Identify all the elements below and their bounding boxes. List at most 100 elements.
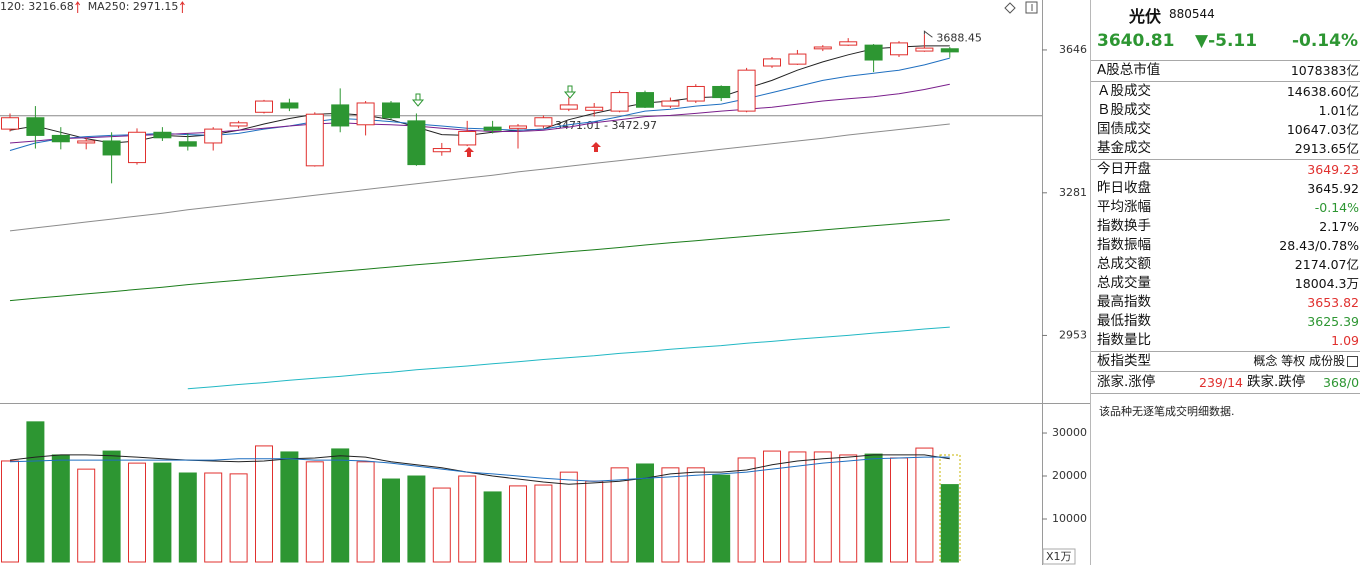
index-type-value[interactable]: 概念 等权 成份股 [1253, 354, 1345, 368]
row-value: 239/14 [1199, 375, 1243, 390]
row-label: 板指类型 [1097, 353, 1151, 369]
volume-bar [407, 475, 426, 563]
row-value: 10647.03亿 [1286, 122, 1359, 137]
candle-body [305, 113, 324, 167]
sell-signal [411, 93, 425, 107]
volume-bar [686, 467, 705, 563]
candle-body [559, 104, 578, 110]
row-label: 跌家.跌停 [1247, 374, 1306, 390]
candle-body [51, 134, 70, 143]
candle-body [356, 102, 375, 126]
info-row: 国债成交 10647.03亿 [1091, 120, 1360, 139]
volume-bar [839, 454, 858, 563]
candle-body [255, 100, 273, 113]
volume-bar [813, 451, 832, 563]
reference-label: 3471.01 - 3472.97 [555, 119, 657, 132]
volume-bar [229, 473, 248, 563]
unit-box [1042, 548, 1076, 565]
row-label: 指数振幅 [1097, 237, 1151, 253]
y-tick-label: 3281 [1059, 186, 1087, 199]
last-price: 3640.81 [1097, 31, 1175, 51]
volume-bar [890, 457, 908, 563]
buy-signal [591, 142, 601, 152]
row-value: 1.01亿 [1318, 103, 1359, 118]
volume-bar [128, 462, 146, 563]
candle-body [483, 126, 502, 131]
buy-signal [464, 147, 474, 157]
row-label: A股总市值 [1097, 62, 1161, 78]
candle-body [102, 140, 121, 156]
y-tick-label: 2953 [1059, 328, 1087, 341]
stock-code: 880544 [1169, 7, 1215, 21]
candle-body [153, 131, 172, 139]
separator [1091, 81, 1360, 82]
toolbar-icon[interactable] [1004, 2, 1016, 14]
candle-body [407, 120, 426, 166]
candle-body [534, 117, 553, 127]
y-tick-label: 30000 [1052, 426, 1087, 439]
sell-signal [563, 85, 577, 99]
row-label: 平均涨幅 [1097, 199, 1151, 215]
candle-body [128, 131, 146, 164]
row-value: 368/0 [1323, 375, 1360, 390]
info-row: 基金成交 2913.65亿 [1091, 139, 1360, 158]
info-row: 最低指数 3625.39 [1091, 312, 1360, 331]
candle-body [229, 122, 248, 127]
separator [1091, 393, 1360, 394]
ma-line [9, 123, 950, 232]
toolbar-icon[interactable] [1025, 1, 1038, 14]
candle-body [1, 117, 19, 130]
ma-line [9, 454, 950, 485]
volume-bar [509, 485, 527, 563]
volume-bar [712, 474, 731, 563]
volume-bar [331, 448, 350, 563]
ma-line [9, 219, 950, 302]
volume-bar [204, 472, 223, 563]
row-value: 1.09 [1331, 333, 1359, 348]
row-label: 指数换手 [1097, 218, 1151, 234]
volume-bar [483, 491, 502, 563]
separator [1091, 351, 1360, 352]
volume-bar [763, 450, 781, 563]
row-label: 国债成交 [1097, 121, 1151, 137]
volume-bar [661, 467, 680, 563]
row-label: 涨家.涨停 [1097, 374, 1156, 390]
row-value: 1078383亿 [1290, 63, 1359, 78]
candle-body [585, 106, 604, 111]
info-row: 总成交额 2174.07亿 [1091, 255, 1360, 274]
row-label: 今日开盘 [1097, 161, 1151, 177]
menu-icon [1347, 356, 1358, 367]
price-change: ▼-5.11 [1195, 31, 1258, 51]
row-value: 14638.60亿 [1286, 84, 1359, 99]
candle-body [890, 42, 908, 56]
candle-body [26, 117, 45, 136]
row-value: 3649.23 [1307, 162, 1359, 177]
info-row: 板指类型 概念 等权 成份股 [1091, 352, 1360, 371]
row-value: 2913.65亿 [1294, 141, 1359, 156]
volume-bar [915, 447, 934, 563]
volume-bar [432, 487, 451, 563]
candle-body [178, 141, 197, 147]
info-row: Ｂ股成交 1.01亿 [1091, 101, 1360, 120]
row-label: Ａ股成交 [1097, 83, 1151, 99]
info-row: 指数量比 1.09 [1091, 331, 1360, 350]
info-row: A股总市值 1078383亿 [1091, 61, 1360, 80]
row-label: 基金成交 [1097, 140, 1151, 156]
volume-bar [255, 445, 273, 563]
chart-background [0, 0, 1090, 565]
volume-bar [1, 460, 19, 563]
volume-bar [356, 461, 375, 563]
row-value: 2.17% [1319, 219, 1359, 234]
candle-body [458, 130, 477, 146]
volume-bar [26, 421, 45, 563]
y-tick-label: 10000 [1052, 512, 1087, 525]
volume-bar [534, 484, 553, 563]
row-value: 3625.39 [1307, 314, 1359, 329]
candle-body [686, 85, 705, 102]
volume-bar [102, 450, 121, 563]
candle-body [813, 46, 832, 50]
candle-body [636, 92, 654, 108]
volume-bar [153, 462, 172, 563]
peak-label: 3688.45 [936, 31, 982, 44]
y-tick-label: 20000 [1052, 469, 1087, 482]
